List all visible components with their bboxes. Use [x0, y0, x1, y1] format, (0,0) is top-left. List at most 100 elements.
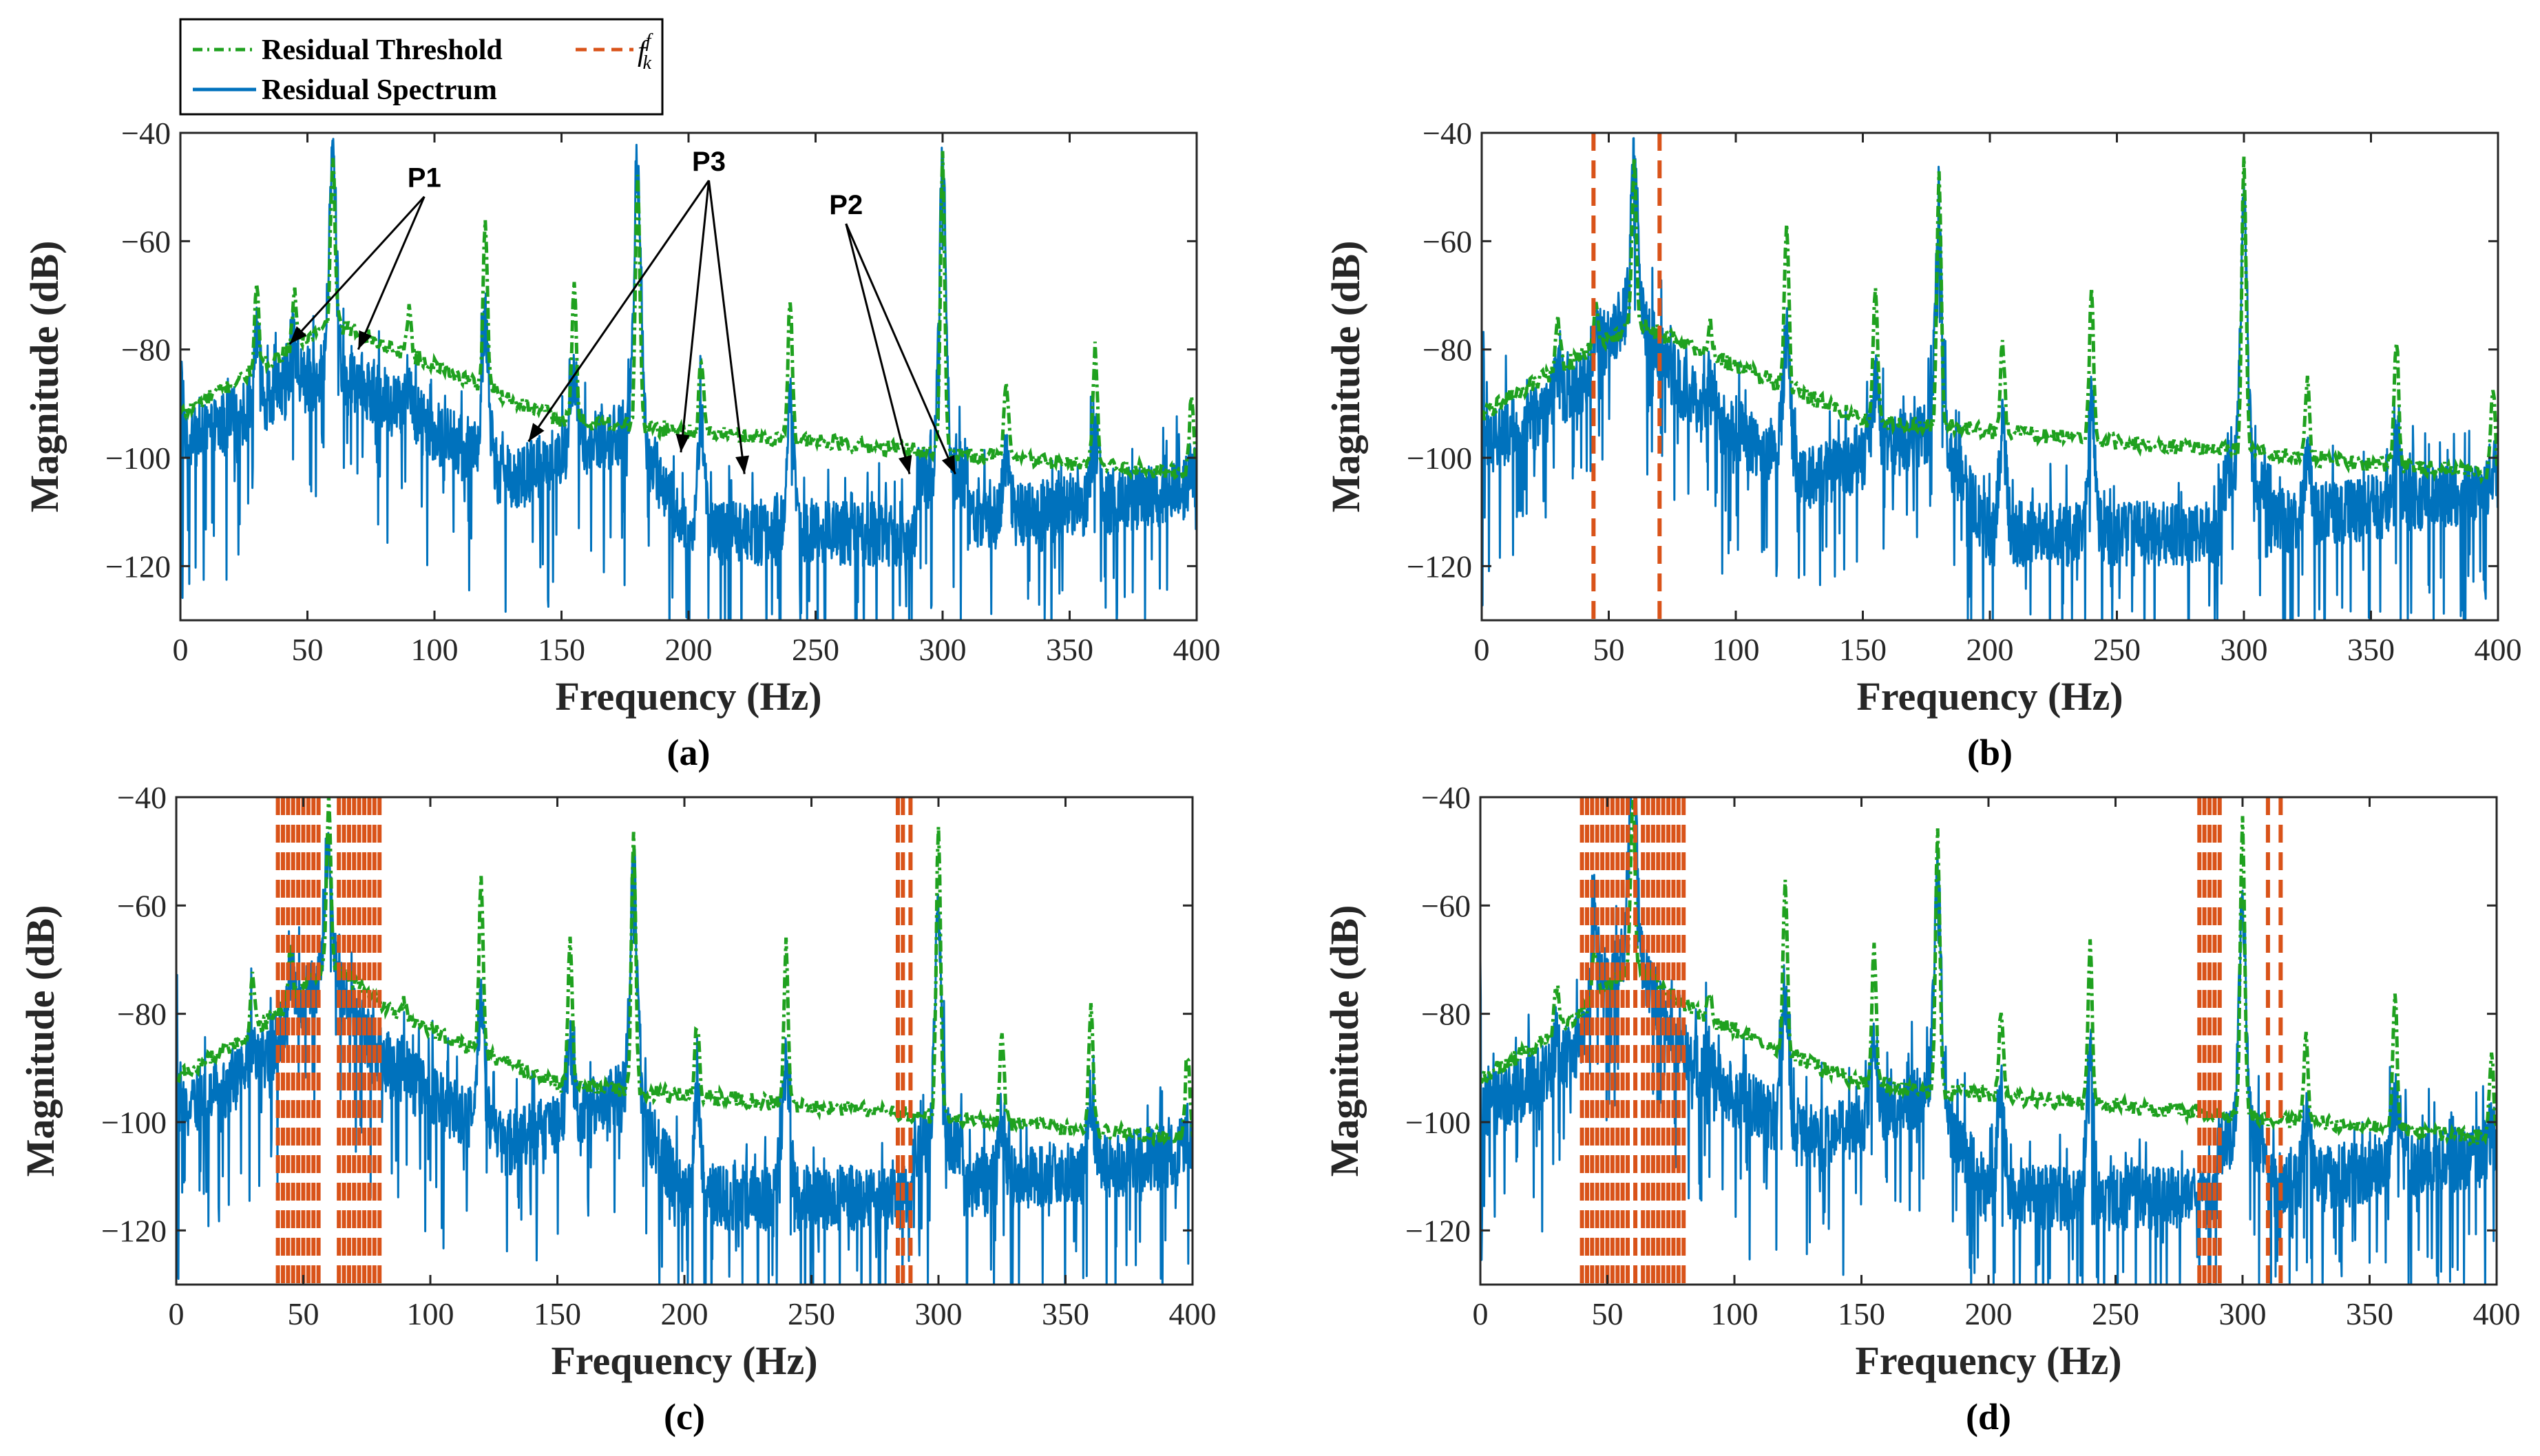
y-tick-label: −100 [1407, 441, 1472, 476]
annotation-p3: P3 [692, 147, 726, 177]
x-tick-label: 50 [288, 1296, 319, 1331]
series-residual-threshold [1482, 156, 2498, 485]
x-tick-label: 150 [1838, 1296, 1885, 1331]
chart-panel-a: 0 50 100 150 200 250 300 350 400 −120 −100 −80 −60 −4… [22, 116, 1221, 773]
x-tick-label: 100 [1712, 632, 1760, 667]
annotation-arrowhead [675, 434, 690, 453]
y-tick-label: −120 [1407, 549, 1472, 584]
x-tick-label: 350 [2347, 632, 2395, 667]
series-residual-threshold [180, 151, 1197, 481]
y-axis-label: Magnitude (dB) [1323, 241, 1368, 513]
x-tick-label: 150 [534, 1296, 581, 1331]
x-tick-label: 250 [788, 1296, 835, 1331]
series-residual-spectrum [180, 138, 1197, 620]
legend-fault-label: ff k [638, 30, 653, 74]
x-tick-label: 0 [169, 1296, 185, 1331]
y-tick-label: −80 [117, 997, 167, 1032]
x-tick-label: 150 [1839, 632, 1887, 667]
legend-box [179, 18, 664, 116]
x-tick-label: 300 [915, 1296, 963, 1331]
x-axis-label: Frequency (Hz) [551, 1338, 817, 1383]
y-tick-label: −60 [117, 888, 167, 923]
y-tick-label: −100 [101, 1105, 167, 1140]
x-tick-label: 0 [173, 632, 189, 667]
annotation-arrow [708, 180, 746, 474]
x-tick-label: 300 [2221, 632, 2268, 667]
annotation-p1: P1 [408, 163, 441, 193]
annotation-arrowhead [289, 326, 307, 344]
x-tick-label: 400 [1173, 632, 1221, 667]
x-tick-label: 200 [1965, 1296, 2013, 1331]
x-tick-label: 250 [2093, 632, 2141, 667]
x-tick-label: 0 [1474, 632, 1490, 667]
x-axis-label: Frequency (Hz) [1856, 674, 2123, 719]
annotation-arrowhead [941, 454, 956, 474]
chart-panel-b: 0 50 100 150 200 250 300 350 400 −120 −100 −80 −60 −4… [1323, 116, 2522, 773]
panel-caption: (b) [1967, 732, 2013, 773]
x-tick-label: 150 [538, 632, 585, 667]
x-tick-label: 400 [1169, 1296, 1217, 1331]
y-tick-label: −60 [1423, 224, 1472, 259]
y-tick-label: −100 [1405, 1105, 1471, 1140]
x-tick-label: 50 [1592, 1296, 1624, 1331]
x-axis-label: Frequency (Hz) [1855, 1338, 2121, 1383]
annotation-p2: P2 [829, 190, 863, 220]
y-tick-label: −80 [1421, 997, 1471, 1032]
x-tick-label: 100 [407, 1296, 454, 1331]
y-tick-label: −40 [1423, 116, 1472, 151]
x-tick-label: 250 [792, 632, 839, 667]
y-tick-label: −120 [1405, 1213, 1471, 1248]
y-tick-label: −80 [1423, 333, 1472, 368]
chart-panel-d: 0 50 100 150 200 250 300 350 400 −120 −100 −80 −60 −4… [1322, 780, 2521, 1437]
annotation-arrow [527, 180, 710, 443]
x-tick-label: 400 [2473, 1296, 2521, 1331]
y-tick-label: −120 [105, 549, 171, 584]
x-tick-label: 300 [2219, 1296, 2267, 1331]
x-tick-label: 200 [665, 632, 713, 667]
annotation-arrowhead [735, 455, 749, 474]
plot-content [180, 138, 1197, 620]
y-tick-label: −40 [1421, 780, 1471, 815]
plot-content [176, 797, 1193, 1285]
y-tick-label: −40 [117, 780, 167, 815]
annotation-arrowhead [528, 423, 545, 442]
x-tick-label: 200 [661, 1296, 709, 1331]
plot-content [1482, 133, 2498, 620]
plot-content [1480, 797, 2497, 1285]
legend-threshold-label: Residual Threshold [262, 34, 503, 66]
y-tick-label: −40 [121, 116, 171, 151]
x-axis-label: Frequency (Hz) [555, 674, 821, 719]
series-residual-spectrum [1482, 137, 2498, 620]
y-tick-label: −120 [101, 1213, 167, 1248]
annotation-arrow [680, 180, 711, 453]
annotation-arrow [288, 196, 426, 345]
legend-spectrum-label: Residual Spectrum [262, 74, 497, 106]
x-tick-label: 300 [919, 632, 967, 667]
x-tick-label: 350 [2346, 1296, 2393, 1331]
x-tick-label: 350 [1046, 632, 1093, 667]
annotation-arrow [357, 196, 426, 350]
annotation-arrow [845, 223, 911, 474]
x-tick-label: 50 [1593, 632, 1625, 667]
plot-area [1480, 797, 2497, 1285]
y-tick-label: −60 [1421, 888, 1471, 923]
y-axis-label: Magnitude (dB) [18, 905, 63, 1177]
x-tick-label: 200 [1966, 632, 2014, 667]
y-tick-label: −80 [121, 333, 171, 368]
chart-panel-c: 0 50 100 150 200 250 300 350 400 −120 −100 −80 −60 −4… [18, 780, 1217, 1437]
legend: Residual Threshold Residual Spectrum ff k [179, 18, 664, 116]
panel-caption: (a) [667, 732, 711, 773]
panel-caption: (d) [1966, 1396, 2011, 1437]
x-tick-label: 100 [1711, 1296, 1759, 1331]
y-tick-label: −100 [105, 441, 171, 476]
annotation-arrowhead [898, 454, 912, 474]
panel-caption: (c) [664, 1396, 705, 1437]
y-axis-label: Magnitude (dB) [22, 241, 67, 513]
annotation-arrow [845, 223, 956, 475]
annotation-arrowhead [358, 330, 372, 350]
x-tick-label: 250 [2092, 1296, 2139, 1331]
x-tick-label: 100 [411, 632, 459, 667]
x-tick-label: 0 [1473, 1296, 1489, 1331]
x-tick-label: 350 [1042, 1296, 1089, 1331]
